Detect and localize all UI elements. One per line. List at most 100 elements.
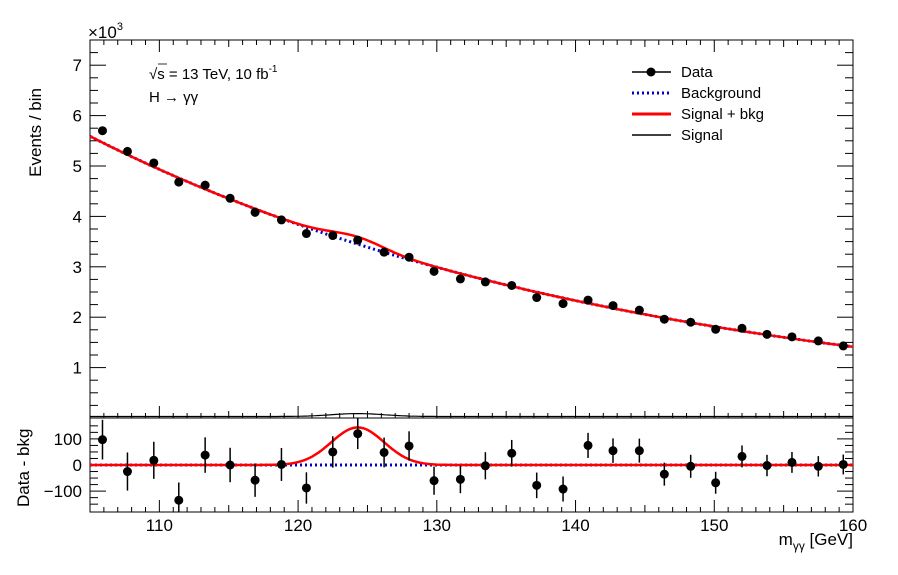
ratio-point [97,435,107,445]
data-point [634,305,644,315]
main-curves [89,134,854,418]
y-tick-label: 4 [73,207,82,226]
y-tick-label: 6 [73,107,82,126]
ratio-point [200,450,210,460]
ratio-x-tick-labels: 110 120 130 140 150 160 [146,516,867,535]
x-axis-title-m: m [779,530,793,549]
data-point [659,314,669,324]
ratio-point [634,446,644,456]
x-tick-label: 120 [284,516,312,535]
ratio-y-axis-title: Data - bkg [14,429,33,507]
x-tick-label: 140 [561,516,589,535]
energy-text: = 13 TeV, 10 fb [165,66,269,83]
legend-entry-background: Background [632,85,761,102]
ratio-point [122,467,132,477]
legend: Data Background Signal + bkg Signal [632,64,764,144]
ratio-point [455,474,465,484]
data-point [787,332,797,342]
data-point [149,158,159,168]
y-tick-label: 2 [73,308,82,327]
ratio-point [174,495,184,505]
data-point [276,215,286,225]
data-point [200,180,210,190]
data-point [507,280,517,290]
legend-label-signal: Signal [681,127,723,144]
ratio-point [813,461,823,471]
ratio-panel: −100 0 100 110 120 130 140 150 160 Data - bkg m… [14,417,867,553]
y-tick-label: 5 [73,157,82,176]
data-point [404,252,414,262]
x-tick-label: 110 [146,516,173,535]
ratio-point [480,461,490,471]
ratio-point [532,480,542,490]
legend-entry-data: Data [632,64,713,81]
ratio-point [787,457,797,467]
ratio-y-tick-label: −100 [44,482,82,501]
ratio-point [149,455,159,465]
ratio-y-tick-label: 100 [54,430,82,449]
data-point [429,266,439,276]
x-axis-title-sub: γγ [793,539,805,553]
main-y-tick-labels: 1 2 3 4 5 6 7 [73,56,82,377]
ratio-point [838,459,848,469]
data-point [480,277,490,287]
y-axis-title: Events / bin [26,88,45,177]
annotation: √s = 13 TeV, 10 fb-1 H → γγ [149,63,278,106]
data-point [838,341,848,351]
data-point [737,323,747,333]
ratio-point [328,447,338,457]
ratio-point [225,460,235,470]
data-point [301,229,311,239]
x-tick-label: 160 [839,516,867,535]
ratio-point [507,448,517,458]
x-axis-title-unit: [GeV] [805,530,853,549]
ratio-point [737,451,747,461]
legend-entry-signal-bkg: Signal + bkg [632,106,764,123]
legend-label-background: Background [681,85,761,102]
ratio-point [353,429,363,439]
ratio-x-ticks [89,500,854,512]
y-multiplier-exp: 3 [117,21,123,33]
svg-text:√s = 13 TeV, 10 fb-1: √s = 13 TeV, 10 fb-1 [149,64,278,83]
ratio-point [558,484,568,494]
main-data-points [97,126,848,351]
ratio-point [429,476,439,486]
x-tick-label: 130 [423,516,451,535]
data-point [97,126,107,136]
y-multiplier-base: ×10 [88,23,117,42]
data-point [686,317,696,327]
data-point [353,235,363,245]
signal-plus-bkg-curve [89,135,854,349]
data-point [762,329,772,339]
data-point [455,274,465,284]
y-tick-label: 3 [73,258,82,277]
ratio-y-tick-label: 0 [73,456,82,475]
data-point [532,293,542,303]
y-multiplier: ×103 [88,21,123,42]
data-point [813,336,823,346]
ratio-point [762,461,772,471]
data-point [225,193,235,203]
ratio-data-points [97,418,848,512]
ratio-point [659,469,669,479]
data-point [379,247,389,257]
energy-sqrt: √ [149,66,158,83]
ratio-point [379,447,389,457]
ratio-point [686,461,696,471]
ratio-y-tick-labels: −100 0 100 [44,430,82,501]
ratio-point [583,440,593,450]
x-axis-title: mγγ [GeV] [779,530,853,553]
signal-curve [90,413,853,418]
data-point [608,301,618,311]
ratio-point [301,483,311,493]
data-point [174,177,184,187]
data-point [711,324,721,334]
ratio-point [608,446,618,456]
data-point [583,295,593,305]
legend-label-data: Data [681,64,713,81]
main-y-ticks [90,39,853,419]
data-point [558,299,568,309]
ratio-point [711,478,721,488]
